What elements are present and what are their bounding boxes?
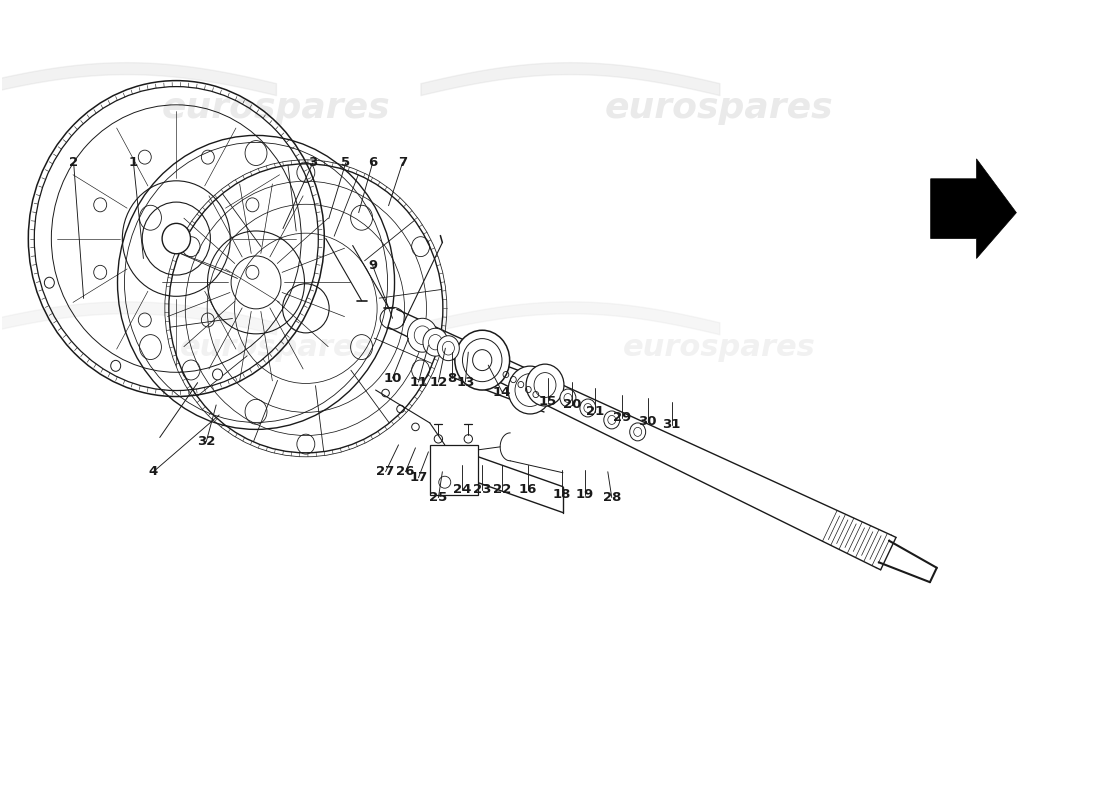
Text: 22: 22 (493, 483, 512, 496)
Text: 3: 3 (308, 156, 318, 170)
Text: eurospares: eurospares (179, 333, 372, 362)
Text: 17: 17 (409, 471, 428, 484)
Text: 26: 26 (396, 466, 415, 478)
Text: 10: 10 (384, 371, 402, 385)
Text: 11: 11 (409, 375, 428, 389)
Text: 30: 30 (638, 415, 657, 429)
Text: eurospares: eurospares (162, 91, 390, 125)
Text: 1: 1 (129, 156, 138, 170)
Text: 4: 4 (148, 466, 158, 478)
Text: 18: 18 (553, 488, 571, 501)
Text: 23: 23 (473, 483, 492, 496)
Text: 28: 28 (603, 491, 622, 504)
Text: 19: 19 (575, 488, 594, 501)
Text: 21: 21 (585, 406, 604, 418)
Ellipse shape (162, 223, 190, 254)
Text: 15: 15 (539, 395, 557, 409)
Polygon shape (931, 159, 1016, 258)
Ellipse shape (526, 364, 564, 406)
Ellipse shape (111, 360, 121, 371)
Text: 9: 9 (368, 259, 377, 272)
Text: 12: 12 (429, 375, 448, 389)
Text: eurospares: eurospares (605, 91, 834, 125)
Text: 25: 25 (429, 491, 448, 504)
Ellipse shape (508, 366, 552, 414)
Ellipse shape (454, 330, 509, 390)
Text: 27: 27 (376, 466, 395, 478)
Text: 20: 20 (563, 398, 581, 411)
Ellipse shape (44, 278, 54, 288)
Text: 29: 29 (613, 411, 631, 425)
Text: 5: 5 (341, 156, 350, 170)
Text: 2: 2 (69, 156, 78, 170)
Text: 14: 14 (493, 386, 512, 398)
Text: eurospares: eurospares (623, 333, 816, 362)
Text: 16: 16 (519, 483, 537, 496)
Ellipse shape (438, 336, 460, 361)
Text: 13: 13 (456, 375, 474, 389)
Bar (430, 445, 478, 494)
Ellipse shape (580, 399, 596, 417)
Ellipse shape (407, 318, 438, 352)
Ellipse shape (629, 423, 646, 441)
Text: 31: 31 (662, 418, 681, 431)
Text: 24: 24 (453, 483, 472, 496)
Text: 7: 7 (398, 156, 407, 170)
Ellipse shape (604, 411, 619, 429)
Ellipse shape (560, 389, 576, 407)
Text: 6: 6 (368, 156, 377, 170)
Text: 32: 32 (197, 435, 216, 448)
Ellipse shape (212, 369, 222, 380)
Text: 8: 8 (448, 371, 456, 385)
Ellipse shape (422, 328, 448, 356)
